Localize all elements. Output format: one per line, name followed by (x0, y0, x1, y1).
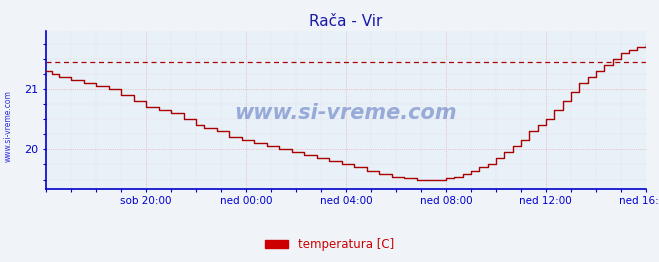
Title: Rača - Vir: Rača - Vir (309, 14, 383, 29)
Text: www.si-vreme.com: www.si-vreme.com (3, 90, 13, 162)
Text: www.si-vreme.com: www.si-vreme.com (235, 103, 457, 123)
Legend: temperatura [C]: temperatura [C] (260, 234, 399, 256)
